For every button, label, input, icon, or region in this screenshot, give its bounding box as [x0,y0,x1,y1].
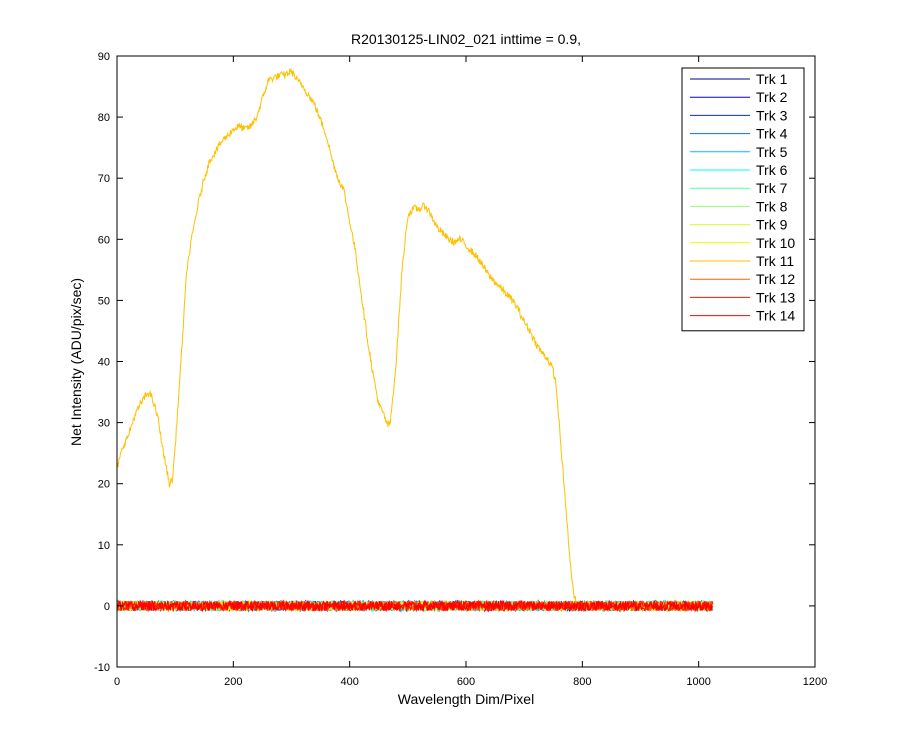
y-tick-label: -10 [94,662,110,674]
legend-label-trk-3: Trk 3 [756,107,788,123]
plot-layer [116,67,714,613]
x-tick-label: 0 [114,676,120,688]
y-tick-label: 90 [98,51,110,63]
y-tick-label: 20 [98,479,110,491]
series-line-trk-11 [116,67,713,613]
y-tick-label: 80 [98,112,110,124]
legend-label-trk-12: Trk 12 [756,271,795,287]
y-axis-title: Net Intensity (ADU/pix/sec) [68,278,84,446]
x-tick-label: 400 [340,676,358,688]
series-line-trk-14 [116,599,714,613]
legend-label-trk-1: Trk 1 [756,71,788,87]
legend-label-trk-5: Trk 5 [756,144,788,160]
legend-box [681,67,805,332]
x-axis-title: Wavelength Dim/Pixel [398,691,534,707]
x-tick-label: 1000 [686,676,710,688]
y-tick-label: 30 [98,418,110,430]
x-tick-label: 200 [224,676,242,688]
legend-label-trk-7: Trk 7 [756,180,788,196]
legend-label-trk-4: Trk 4 [756,126,788,142]
x-tick-label: 600 [457,676,475,688]
chart-title: R20130125-LIN02_021 inttime = 0.9, [351,31,581,47]
legend-label-trk-2: Trk 2 [756,89,788,105]
legend-label-trk-14: Trk 14 [756,308,795,324]
legend-label-trk-11: Trk 11 [756,253,794,269]
y-tick-label: 60 [98,234,110,246]
x-tick-label: 1200 [803,676,827,688]
axes-layer: 0 200 400 600 800 1000 1200 -10 0 10 20 30 40 50 60 70 8… [94,51,827,688]
legend-label-trk-10: Trk 10 [756,235,795,251]
legend: Trk 1 Trk 2 Trk 3 Trk 4 Trk 5 Trk 6 Trk 7 Trk 8… [681,67,805,332]
legend-label-trk-9: Trk 9 [756,217,788,233]
legend-label-trk-13: Trk 13 [756,289,795,305]
y-tick-label: 70 [98,173,110,185]
y-tick-label: 50 [98,295,110,307]
x-tick-label: 800 [573,676,591,688]
y-tick-label: 10 [98,540,110,552]
legend-label-trk-8: Trk 8 [756,198,788,214]
y-tick-label: 0 [104,601,110,613]
legend-label-trk-6: Trk 6 [756,162,788,178]
series-line-trk-13 [116,599,714,613]
y-tick-label: 40 [98,357,110,369]
